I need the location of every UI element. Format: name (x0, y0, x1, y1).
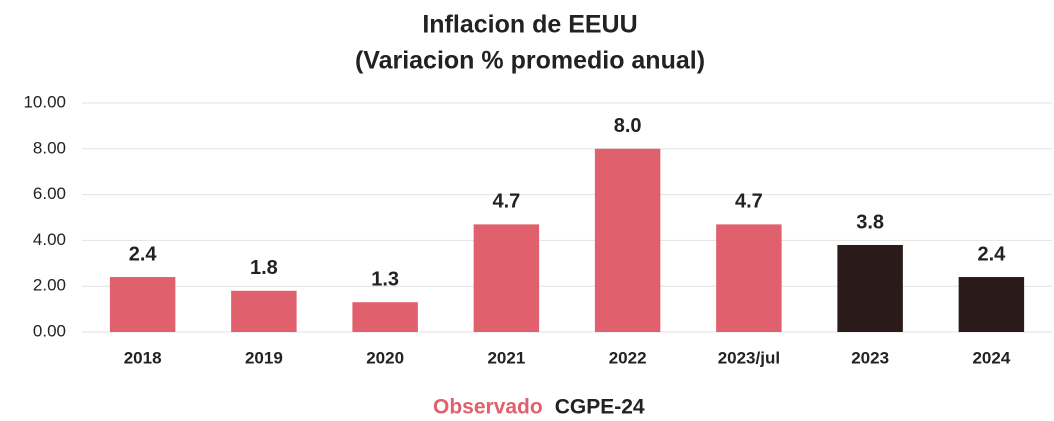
data-label: 2.4 (977, 243, 1006, 265)
x-tick-label: 2020 (366, 348, 404, 367)
y-tick-label: 4.00 (33, 230, 66, 249)
y-tick-label: 8.00 (33, 138, 66, 157)
data-label: 4.7 (735, 191, 763, 213)
x-tick-label: 2019 (245, 348, 283, 367)
data-label: 3.8 (856, 211, 884, 233)
x-tick-label: 2024 (972, 348, 1010, 367)
chart-subtitle: (Variacion % promedio anual) (355, 47, 705, 75)
data-label: 2.4 (129, 243, 158, 265)
data-label: 4.7 (492, 191, 520, 213)
legend-entry: CGPE-24 (555, 396, 645, 419)
x-tick-label: 2021 (487, 348, 525, 367)
y-tick-label: 6.00 (33, 184, 66, 203)
y-tick-label: 2.00 (33, 276, 66, 295)
bar (109, 277, 176, 332)
bar (958, 277, 1025, 332)
x-tick-label: 2018 (124, 348, 162, 367)
data-label: 1.8 (250, 257, 278, 279)
x-tick-label: 2022 (609, 348, 647, 367)
chart-title: Inflacion de EEUU (422, 11, 637, 39)
data-label: 1.3 (371, 269, 399, 291)
legend-entry: Observado (433, 396, 543, 419)
bar (352, 302, 418, 332)
data-label: 8.0 (614, 115, 642, 137)
y-tick-label: 10.00 (23, 92, 66, 111)
x-tick-label: 2023/jul (718, 348, 780, 367)
bar (473, 224, 540, 332)
bar (231, 290, 297, 332)
x-tick-label: 2023 (851, 348, 889, 367)
bar (837, 244, 903, 332)
y-tick-label: 0.00 (33, 321, 66, 340)
bar (716, 224, 782, 332)
bar (594, 148, 661, 332)
